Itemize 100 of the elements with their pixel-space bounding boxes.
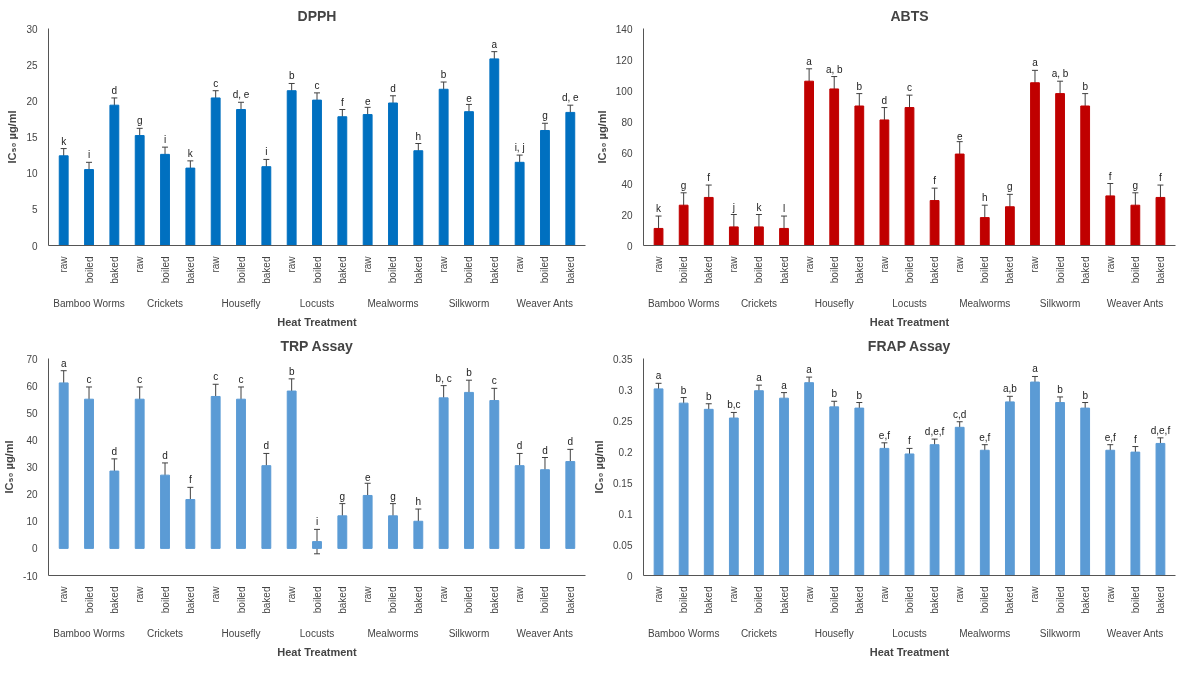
x-tick-label: boiled bbox=[539, 586, 551, 614]
x-tick-label: raw bbox=[286, 255, 298, 273]
data-label: d bbox=[111, 445, 118, 457]
text: Mealworms bbox=[959, 627, 1011, 639]
data-label: b bbox=[856, 389, 863, 401]
x-tick-label: baked bbox=[929, 586, 941, 614]
x-tick-label: baked bbox=[260, 256, 272, 284]
x-tick-label: boiled bbox=[753, 586, 765, 614]
text: Locusts bbox=[892, 297, 927, 309]
text: Silkworm bbox=[1039, 297, 1081, 309]
text: Bamboo Worms bbox=[53, 297, 125, 309]
y-tick-label: 0.25 bbox=[613, 415, 633, 427]
text: Weaver Ants bbox=[516, 297, 573, 309]
x-axis-title: Heat Treatment bbox=[277, 645, 358, 658]
x-tick-label: raw bbox=[1029, 585, 1041, 603]
data-label: k bbox=[656, 203, 663, 215]
x-tick-label: baked bbox=[778, 256, 790, 284]
data-label: g bbox=[339, 490, 346, 502]
x-tick-label: boiled bbox=[159, 256, 171, 284]
y-tick-label: 60 bbox=[26, 380, 38, 392]
data-label: a bbox=[781, 379, 788, 391]
y-tick-label: 0.05 bbox=[613, 539, 633, 551]
x-tick-label: boiled bbox=[904, 586, 915, 614]
x-tick-label: raw bbox=[362, 585, 374, 603]
data-label: e,f bbox=[878, 429, 891, 441]
data-label: e bbox=[956, 130, 963, 142]
data-label: d bbox=[162, 449, 168, 461]
x-axis-title: Heat Treatment bbox=[869, 645, 950, 658]
x-tick-label: boiled bbox=[235, 586, 247, 614]
data-label: h bbox=[982, 192, 988, 204]
text: Crickets bbox=[146, 297, 184, 309]
data-label: b bbox=[288, 365, 295, 377]
y-tick-label: 0.2 bbox=[618, 446, 633, 458]
y-tick-label: 20 bbox=[26, 95, 38, 107]
x-tick-label: baked bbox=[929, 256, 941, 284]
x-tick-label: boiled bbox=[828, 256, 840, 284]
data-label: e bbox=[466, 93, 473, 105]
text: Housefly bbox=[814, 297, 854, 309]
x-tick-label: raw bbox=[1104, 255, 1116, 273]
x-tick-label: boiled bbox=[1129, 256, 1141, 284]
y-tick-label: 15 bbox=[26, 132, 38, 143]
x-tick-label: boiled bbox=[828, 586, 840, 614]
data-label: e bbox=[364, 96, 371, 108]
x-tick-label: baked bbox=[1004, 256, 1016, 284]
x-tick-label: boiled bbox=[904, 256, 915, 284]
y-tick-label: 30 bbox=[26, 462, 38, 473]
x-tick-label: raw bbox=[1029, 255, 1041, 273]
data-label: d,e,f bbox=[924, 426, 945, 438]
text: Mealworms bbox=[367, 627, 419, 639]
data-label: a, b bbox=[825, 63, 843, 75]
x-tick-label: raw bbox=[438, 255, 450, 273]
text: Silkworm bbox=[1039, 627, 1081, 639]
x-axis-title: Heat Treatment bbox=[277, 315, 358, 328]
y-tick-label: 20 bbox=[26, 489, 38, 501]
y-tick-label: 140 bbox=[615, 23, 633, 35]
data-label: f bbox=[933, 175, 937, 187]
x-tick-label: boiled bbox=[311, 586, 323, 614]
x-tick-label: baked bbox=[778, 586, 790, 614]
text: Mealworms bbox=[367, 297, 419, 309]
data-label: c bbox=[213, 77, 219, 89]
text: Weaver Ants bbox=[1106, 297, 1164, 309]
x-tick-label: baked bbox=[564, 256, 576, 284]
y-axis-title: IC₅₀ µg/ml bbox=[595, 110, 608, 164]
data-label: b bbox=[705, 390, 712, 402]
y-tick-label: 5 bbox=[31, 204, 38, 216]
data-label: a bbox=[1032, 57, 1039, 69]
x-tick-label: baked bbox=[1079, 586, 1091, 614]
data-label: a bbox=[655, 370, 662, 382]
x-tick-label: raw bbox=[803, 585, 815, 603]
data-label: g bbox=[1132, 179, 1139, 191]
data-label: a bbox=[756, 372, 763, 384]
data-label: f bbox=[340, 96, 344, 108]
data-label: d,e,f bbox=[1150, 424, 1171, 436]
x-tick-label: raw bbox=[514, 585, 526, 603]
data-label: b bbox=[831, 388, 838, 400]
data-label: f bbox=[1159, 172, 1163, 184]
data-label: a bbox=[60, 357, 67, 369]
x-tick-label: baked bbox=[336, 586, 348, 614]
y-tick-label: 0.35 bbox=[613, 353, 633, 365]
data-label: a,b bbox=[1002, 383, 1018, 395]
text: Weaver Ants bbox=[516, 627, 573, 639]
data-label: c bbox=[86, 373, 92, 385]
y-tick-label: 0.3 bbox=[618, 384, 633, 396]
y-tick-label: 0 bbox=[626, 570, 633, 582]
x-tick-label: raw bbox=[514, 255, 526, 273]
x-tick-label: baked bbox=[1004, 586, 1016, 614]
x-tick-label: baked bbox=[703, 256, 715, 284]
x-tick-label: boiled bbox=[463, 256, 475, 284]
data-label: f bbox=[188, 474, 192, 486]
x-tick-label: baked bbox=[260, 586, 272, 614]
data-label: f bbox=[1108, 170, 1112, 182]
x-tick-label: raw bbox=[878, 585, 890, 603]
chart-title: ABTS bbox=[890, 7, 929, 24]
y-tick-label: 60 bbox=[621, 147, 633, 159]
x-tick-label: baked bbox=[488, 586, 500, 614]
data-label: c,d bbox=[953, 408, 967, 420]
data-label: d bbox=[542, 444, 548, 456]
x-tick-label: boiled bbox=[159, 586, 171, 614]
data-label: f bbox=[1133, 433, 1137, 445]
x-tick-label: raw bbox=[58, 585, 70, 603]
